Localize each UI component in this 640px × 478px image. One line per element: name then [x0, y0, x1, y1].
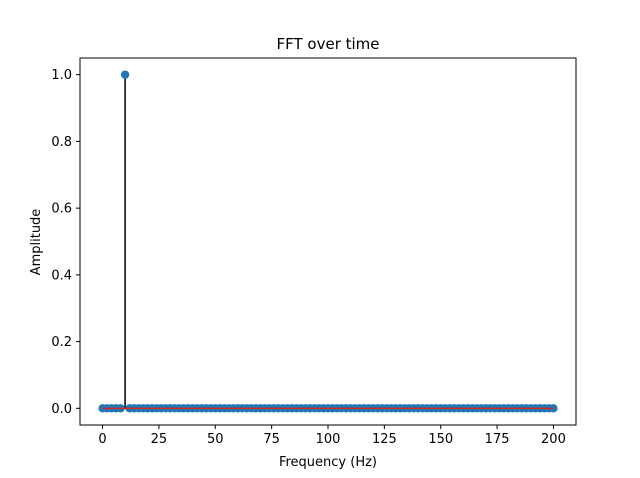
- x-tick-label: 150: [428, 432, 453, 447]
- x-tick-label: 175: [485, 432, 510, 447]
- x-tick-label: 0: [98, 432, 106, 447]
- y-tick-label: 0.6: [51, 202, 72, 217]
- x-tick-label: 125: [372, 432, 397, 447]
- y-tick-label: 0.8: [51, 135, 72, 150]
- x-tick-label: 50: [207, 432, 224, 447]
- stem-marker: [120, 70, 130, 79]
- y-tick-label: 0.2: [51, 335, 72, 350]
- chart-title: FFT over time: [276, 35, 379, 53]
- x-tick-label: 25: [151, 432, 168, 447]
- x-tick-label: 100: [316, 432, 341, 447]
- y-tick-label: 0.0: [51, 402, 72, 417]
- y-tick-label: 0.4: [51, 268, 72, 283]
- x-tick-label: 200: [541, 432, 566, 447]
- x-axis-label: Frequency (Hz): [279, 455, 377, 470]
- plot-area: 0 25 50 75 100 125 150 175 200 0.0 0.2 0.4 0.6 0.8 1.0: [51, 57, 577, 447]
- y-tick-label: 1.0: [51, 68, 72, 83]
- y-axis-label: Amplitude: [29, 209, 44, 276]
- x-tick-label: 75: [263, 432, 280, 447]
